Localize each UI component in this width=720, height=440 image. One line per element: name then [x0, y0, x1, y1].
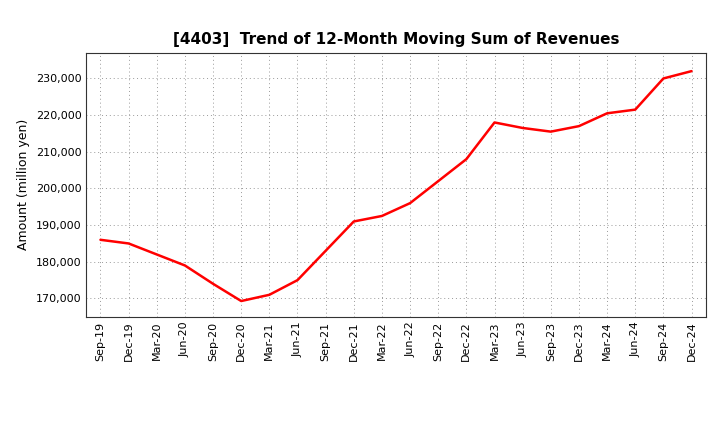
Y-axis label: Amount (million yen): Amount (million yen)	[17, 119, 30, 250]
Title: [4403]  Trend of 12-Month Moving Sum of Revenues: [4403] Trend of 12-Month Moving Sum of R…	[173, 33, 619, 48]
